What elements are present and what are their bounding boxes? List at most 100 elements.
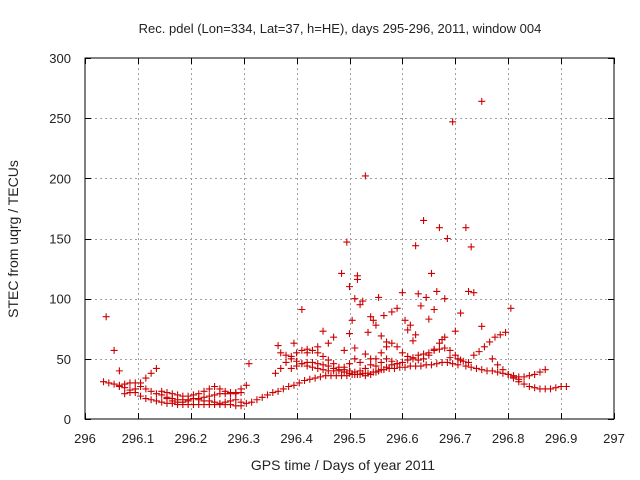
data-point bbox=[417, 302, 424, 309]
data-points bbox=[100, 98, 570, 409]
data-point bbox=[552, 384, 559, 391]
data-point bbox=[227, 389, 234, 396]
data-point bbox=[452, 328, 459, 335]
data-point bbox=[153, 397, 160, 404]
x-tick-label: 296.8 bbox=[492, 431, 525, 446]
data-point bbox=[507, 305, 514, 312]
data-point bbox=[436, 224, 443, 231]
data-point bbox=[346, 360, 353, 367]
data-point bbox=[232, 390, 239, 397]
data-point bbox=[357, 359, 364, 366]
x-tick-label: 296.1 bbox=[122, 431, 155, 446]
data-point bbox=[351, 345, 358, 352]
x-tick-label: 296.9 bbox=[545, 431, 578, 446]
data-point bbox=[444, 235, 451, 242]
data-point bbox=[362, 172, 369, 179]
x-tick-label: 297 bbox=[603, 431, 625, 446]
data-point bbox=[116, 367, 123, 374]
data-point bbox=[148, 370, 155, 377]
data-point bbox=[314, 343, 321, 350]
data-point bbox=[243, 382, 250, 389]
data-point bbox=[423, 294, 430, 301]
data-point bbox=[470, 289, 477, 296]
y-tick-label: 150 bbox=[49, 232, 71, 247]
data-point bbox=[346, 283, 353, 290]
data-point bbox=[290, 340, 297, 347]
data-point bbox=[433, 360, 440, 367]
data-point bbox=[111, 347, 118, 354]
data-point bbox=[399, 289, 406, 296]
data-point bbox=[388, 340, 395, 347]
data-point bbox=[354, 276, 361, 283]
data-point bbox=[338, 270, 345, 277]
data-point bbox=[428, 270, 435, 277]
chart-title: Rec. pdel (Lon=334, Lat=37, h=HE), days … bbox=[139, 21, 542, 36]
data-point bbox=[428, 361, 435, 368]
data-point bbox=[388, 308, 395, 315]
data-point bbox=[476, 348, 483, 355]
data-point bbox=[158, 399, 165, 406]
data-point bbox=[489, 355, 496, 362]
data-point bbox=[481, 343, 488, 350]
data-point bbox=[272, 370, 279, 377]
y-tick-label: 250 bbox=[49, 111, 71, 126]
data-point bbox=[314, 360, 321, 367]
data-point bbox=[415, 290, 422, 297]
y-tick-label: 50 bbox=[57, 352, 71, 367]
data-point bbox=[531, 384, 538, 391]
data-point bbox=[478, 323, 485, 330]
data-point bbox=[378, 332, 385, 339]
data-point bbox=[312, 375, 319, 382]
data-point bbox=[433, 288, 440, 295]
data-point bbox=[105, 379, 112, 386]
data-point bbox=[349, 317, 356, 324]
x-tick-label: 296.5 bbox=[333, 431, 366, 446]
data-point bbox=[283, 359, 290, 366]
data-point bbox=[468, 243, 475, 250]
x-tick-label: 296.4 bbox=[280, 431, 313, 446]
x-tick-label: 296.2 bbox=[175, 431, 208, 446]
data-point bbox=[494, 361, 501, 368]
data-point bbox=[330, 334, 337, 341]
data-point bbox=[436, 346, 443, 353]
data-point bbox=[441, 295, 448, 302]
data-point bbox=[399, 349, 406, 356]
data-point bbox=[367, 361, 374, 368]
x-tick-label: 296 bbox=[74, 431, 96, 446]
data-point bbox=[402, 317, 409, 324]
data-point bbox=[169, 390, 176, 397]
data-point bbox=[206, 397, 213, 404]
data-point bbox=[142, 375, 149, 382]
data-point bbox=[394, 305, 401, 312]
data-point bbox=[137, 379, 144, 386]
data-point bbox=[462, 224, 469, 231]
data-point bbox=[420, 217, 427, 224]
y-tick-label: 200 bbox=[49, 171, 71, 186]
data-point bbox=[317, 373, 324, 380]
data-point bbox=[547, 385, 554, 392]
data-point bbox=[306, 376, 313, 383]
data-point bbox=[174, 391, 181, 398]
data-point bbox=[383, 338, 390, 345]
data-point bbox=[121, 390, 128, 397]
x-tick-label: 296.3 bbox=[227, 431, 260, 446]
data-point bbox=[394, 343, 401, 350]
data-point bbox=[320, 353, 327, 360]
data-point bbox=[489, 367, 496, 374]
data-point bbox=[473, 365, 480, 372]
data-point bbox=[320, 328, 327, 335]
y-axis-label: STEC from uqrg / TECUs bbox=[5, 160, 21, 318]
data-point bbox=[211, 391, 218, 398]
x-tick-label: 296.6 bbox=[386, 431, 419, 446]
data-point bbox=[417, 363, 424, 370]
data-point bbox=[100, 378, 107, 385]
data-point bbox=[457, 310, 464, 317]
data-point bbox=[227, 397, 234, 404]
data-point bbox=[277, 365, 284, 372]
data-point bbox=[478, 366, 485, 373]
data-point bbox=[431, 306, 438, 313]
x-tick-labels: 296 296.1 296.2 296.3 296.4 296.5 296.6 296.7 29… bbox=[74, 431, 625, 446]
x-axis-label: GPS time / Days of year 2011 bbox=[251, 457, 435, 473]
data-point bbox=[103, 313, 110, 320]
data-point bbox=[298, 306, 305, 313]
